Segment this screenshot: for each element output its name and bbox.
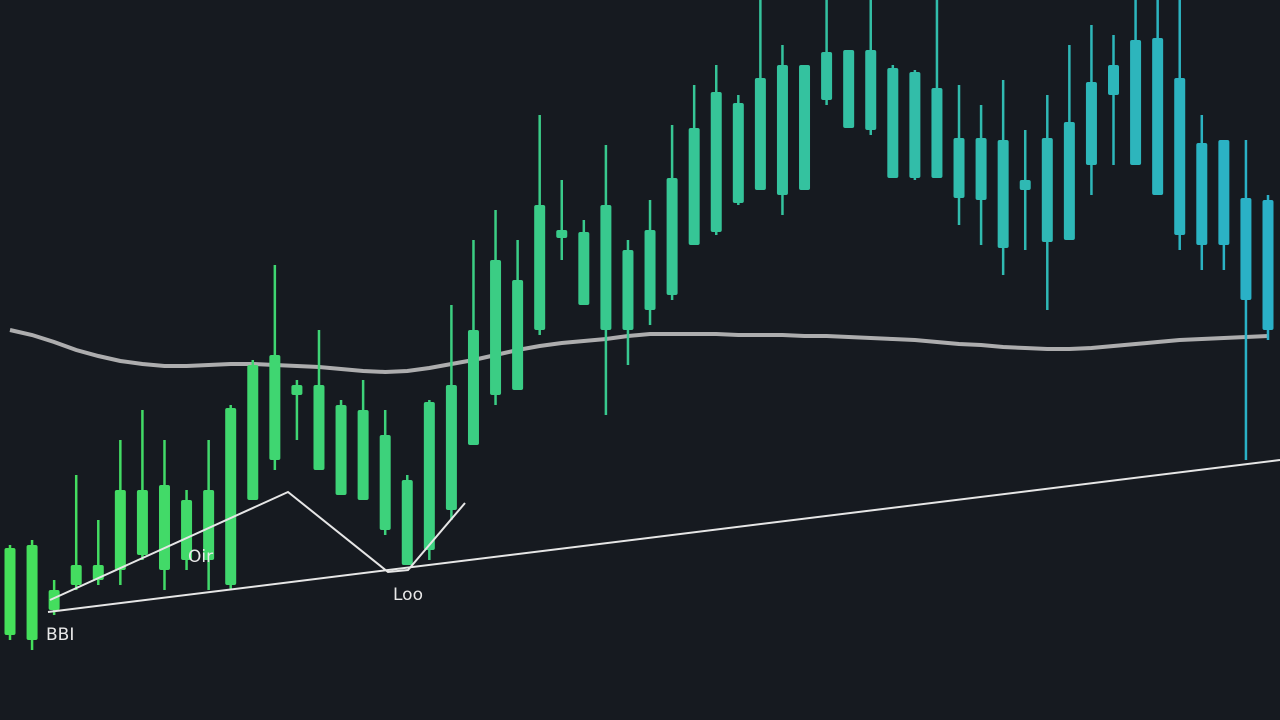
candle-body	[887, 68, 899, 178]
candle-body	[776, 65, 788, 195]
candle-body	[843, 50, 855, 128]
candle-body	[666, 178, 678, 295]
candle-body	[357, 410, 369, 500]
candle-body	[821, 52, 833, 100]
annotation: Loo	[393, 585, 423, 605]
candle-body	[799, 65, 811, 190]
candle-body	[114, 490, 126, 570]
candle-body	[181, 500, 193, 560]
trend-line	[47, 459, 1280, 613]
candle-body	[512, 280, 524, 390]
candle-body	[423, 402, 435, 550]
candle-body	[1085, 82, 1097, 165]
candle-body	[1262, 200, 1274, 330]
candle-body	[247, 365, 259, 500]
moving-average-line	[9, 328, 1269, 375]
candle-body	[534, 205, 546, 330]
candle-body	[1174, 78, 1186, 235]
candle-body	[1041, 138, 1053, 242]
candle-body	[225, 408, 237, 585]
candle-body	[379, 435, 391, 530]
candle-body	[269, 355, 281, 460]
candle-body	[158, 485, 170, 570]
candle-body	[578, 232, 590, 305]
candle-body	[4, 548, 16, 635]
candle-body	[48, 590, 60, 610]
candle-body	[997, 140, 1009, 248]
annotation: BBI	[46, 625, 74, 645]
candle-body	[401, 480, 413, 565]
candle-body	[203, 490, 215, 560]
candle-body	[710, 92, 722, 232]
candle-body	[1108, 65, 1120, 95]
candle-body	[865, 50, 877, 130]
candle-body	[600, 205, 612, 330]
candle-body	[467, 330, 479, 445]
candles	[4, 0, 1274, 650]
candle-body	[335, 405, 347, 495]
candle-body	[26, 545, 38, 640]
candle-body	[556, 230, 568, 238]
candle-body	[1019, 180, 1031, 190]
candle-body	[1130, 40, 1142, 165]
candle-body	[754, 78, 766, 190]
candle-body	[688, 128, 700, 245]
candle-body	[291, 385, 303, 395]
candle-body	[953, 138, 965, 198]
candle-body	[975, 138, 987, 200]
candle-body	[1218, 140, 1230, 245]
pattern-line	[49, 490, 466, 601]
candle-body	[70, 565, 82, 585]
candle-body	[1063, 122, 1075, 240]
candle-body	[1152, 38, 1164, 195]
candle-body	[1196, 143, 1208, 245]
candle-body	[136, 490, 148, 555]
candle-body	[622, 250, 634, 330]
candle-body	[644, 230, 656, 310]
candle-body	[909, 72, 921, 178]
candle-body	[1240, 198, 1252, 300]
candle-body	[445, 385, 457, 510]
candle-body	[931, 88, 943, 178]
annotation: Oir	[188, 547, 213, 567]
candle-body	[732, 103, 744, 203]
candle-body	[313, 385, 325, 470]
candle-body	[490, 260, 502, 395]
